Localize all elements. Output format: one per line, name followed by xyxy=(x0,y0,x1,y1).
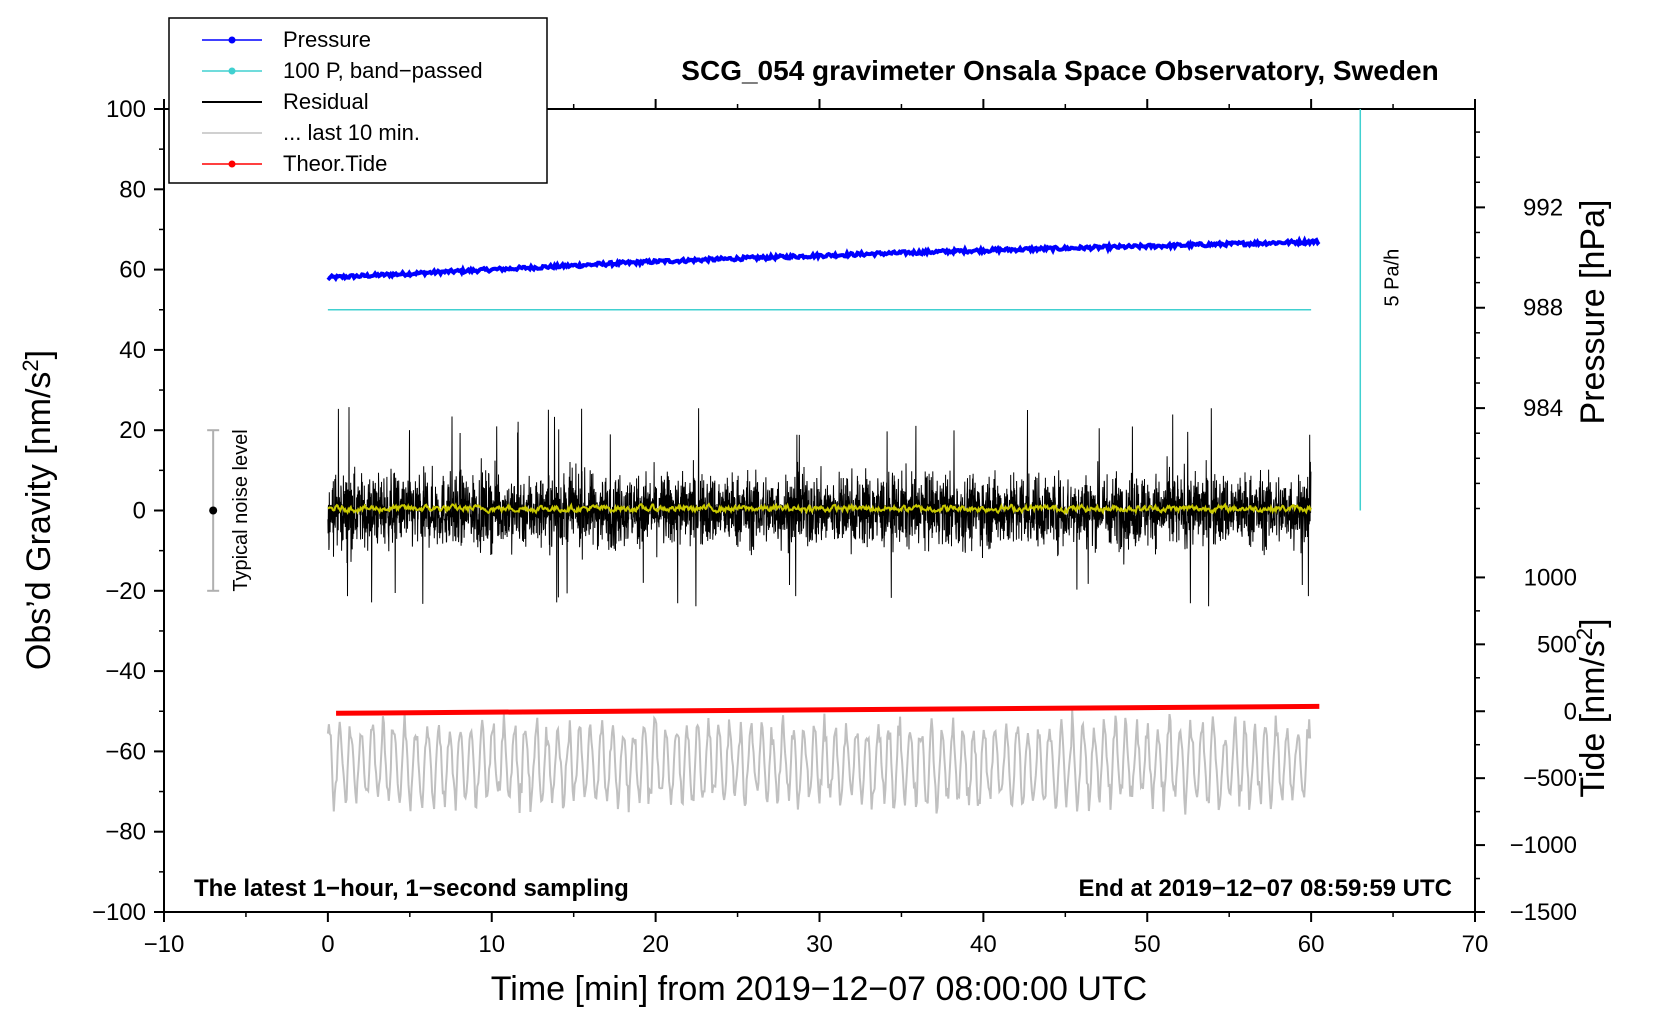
left-tick-label: 100 xyxy=(106,96,146,123)
series-last-10-min xyxy=(326,709,1312,815)
tide-tick-label: −1500 xyxy=(1510,899,1577,926)
legend-label: Pressure xyxy=(283,27,371,52)
legend-marker xyxy=(228,67,236,75)
left-tick-label: −20 xyxy=(105,578,146,605)
legend: Pressure 100 P, band−passed Residual ... la… xyxy=(168,17,548,184)
note-bottom-left: The latest 1−hour, 1−second sampling xyxy=(194,875,629,902)
pressure-tick-label: 984 xyxy=(1523,395,1563,422)
x-tick-label: 20 xyxy=(642,931,669,958)
left-tick-label: −40 xyxy=(105,658,146,685)
tide-tick-label: −1000 xyxy=(1510,832,1577,859)
tide-tick-label: 1000 xyxy=(1524,564,1577,591)
pressure-tick-label: 988 xyxy=(1523,295,1563,322)
legend-marker xyxy=(228,160,236,168)
noise-level-indicator: Typical noise level xyxy=(207,429,252,592)
legend-label: Residual xyxy=(283,89,369,114)
left-tick-label: 0 xyxy=(133,498,146,525)
legend-label: ... last 10 min. xyxy=(283,120,420,145)
note-bottom-right: End at 2019−12−07 08:59:59 UTC xyxy=(1078,875,1452,902)
series-theor-tide xyxy=(336,703,1320,716)
x-tick-label: −10 xyxy=(144,931,185,958)
left-tick-label: 40 xyxy=(119,337,146,364)
left-tick-label: −80 xyxy=(105,819,146,846)
legend-marker xyxy=(228,36,236,44)
legend-box xyxy=(168,17,548,184)
tide-tick-label: 500 xyxy=(1537,631,1577,658)
pressure-axis-ticks: 992 988 984 xyxy=(1475,131,1563,510)
left-tick-label: −60 xyxy=(105,738,146,765)
series-pressure xyxy=(326,235,1321,283)
legend-label: Theor.Tide xyxy=(283,151,387,176)
left-tick-label: 20 xyxy=(119,417,146,444)
tide-axis-title: Tide [nm/s2] xyxy=(1572,618,1612,797)
x-tick-label: 0 xyxy=(321,931,334,958)
tide-tick-label: 0 xyxy=(1564,698,1577,725)
left-tick-label: 80 xyxy=(119,176,146,203)
left-tick-label: 60 xyxy=(119,257,146,284)
series-residual-smoothed xyxy=(327,502,1312,516)
x-tick-label: 40 xyxy=(970,931,997,958)
rate-bar-label: 5 Pa/h xyxy=(1381,249,1403,307)
series-layer xyxy=(326,235,1321,815)
left-axis-ticks: −100 −80 −60 −40 −20 0 20 40 60 80 100 xyxy=(92,96,164,926)
tide-tick-label: −500 xyxy=(1523,765,1577,792)
noise-label: Typical noise level xyxy=(230,429,252,591)
pressure-tick-label: 992 xyxy=(1523,194,1563,221)
x-tick-label: 60 xyxy=(1298,931,1325,958)
noise-center-dot xyxy=(209,506,218,515)
x-axis-title: Time [min] from 2019−12−07 08:00:00 UTC xyxy=(491,970,1147,1008)
x-axis-ticks: −10 0 10 20 30 40 50 60 70 xyxy=(144,99,1489,958)
pressure-axis-title: Pressure [hPa] xyxy=(1574,200,1612,425)
left-axis-title: Obs’d Gravity [nm/s2] xyxy=(18,350,58,670)
chart-title: SCG_054 gravimeter Onsala Space Observat… xyxy=(681,55,1438,86)
left-tick-label: −100 xyxy=(92,899,146,926)
x-tick-label: 50 xyxy=(1134,931,1161,958)
x-tick-label: 70 xyxy=(1462,931,1489,958)
x-tick-label: 10 xyxy=(478,931,505,958)
x-tick-label: 30 xyxy=(806,931,833,958)
tide-axis-ticks: 1000 500 0 −500 −1000 −1500 xyxy=(1475,564,1577,926)
legend-label: 100 P, band−passed xyxy=(283,58,483,83)
